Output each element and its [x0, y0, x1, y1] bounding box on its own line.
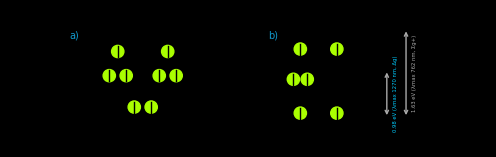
Ellipse shape — [112, 45, 124, 58]
Ellipse shape — [301, 73, 313, 85]
Ellipse shape — [294, 43, 307, 55]
Ellipse shape — [128, 101, 140, 113]
Ellipse shape — [162, 45, 174, 58]
Text: b): b) — [268, 31, 278, 41]
Text: a): a) — [69, 31, 79, 41]
Text: 1.63 eV (λmax 762 nm, Σg+): 1.63 eV (λmax 762 nm, Σg+) — [412, 35, 417, 112]
Text: 0.98 eV (λmax 1270 nm, Δg): 0.98 eV (λmax 1270 nm, Δg) — [393, 56, 398, 132]
Ellipse shape — [153, 70, 165, 82]
Ellipse shape — [294, 107, 307, 119]
Ellipse shape — [331, 107, 343, 119]
Ellipse shape — [331, 43, 343, 55]
Ellipse shape — [120, 70, 132, 82]
Ellipse shape — [287, 73, 300, 85]
Ellipse shape — [145, 101, 157, 113]
Ellipse shape — [103, 70, 116, 82]
Ellipse shape — [170, 70, 183, 82]
